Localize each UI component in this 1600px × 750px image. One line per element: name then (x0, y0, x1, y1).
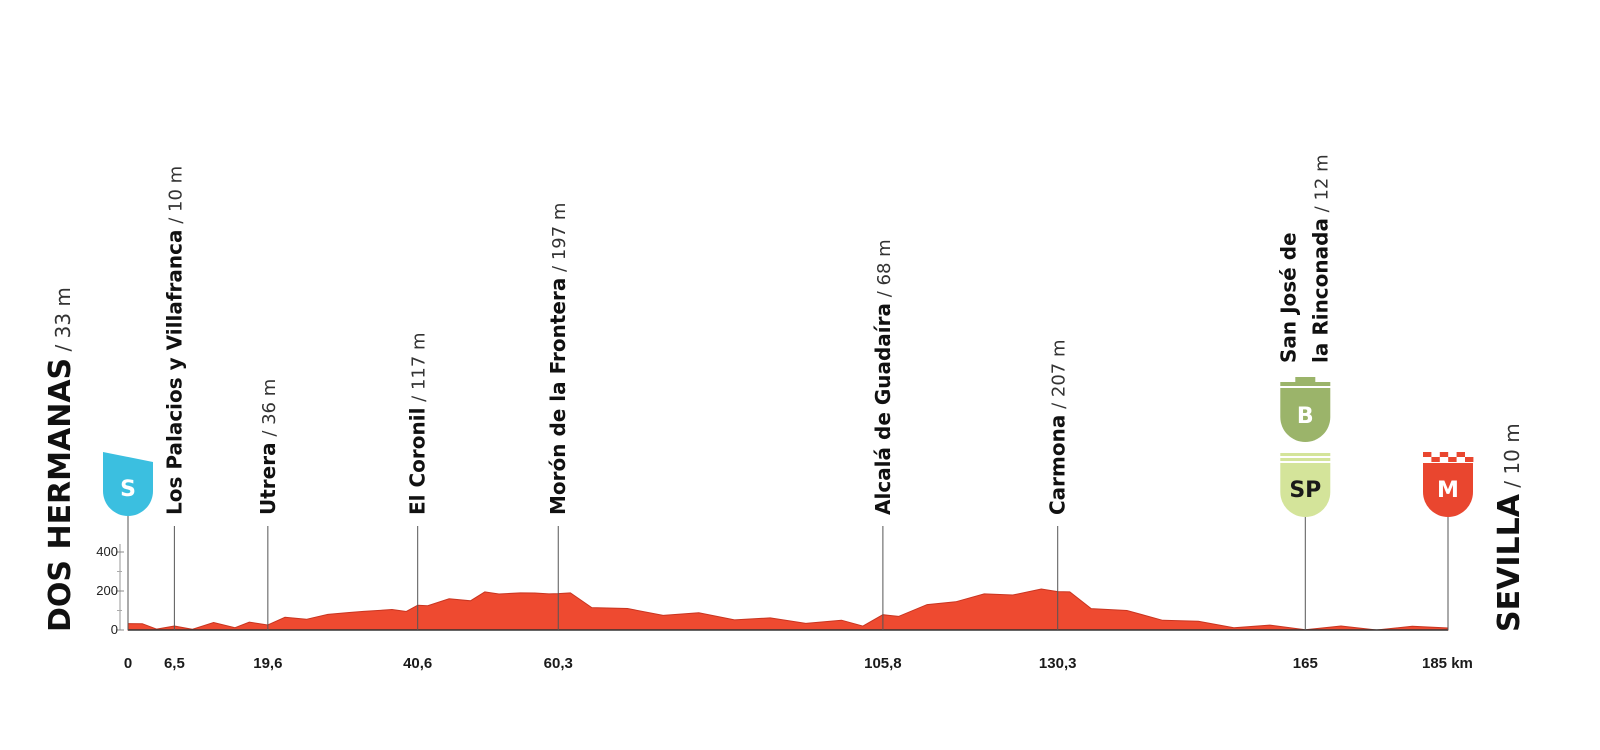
x-tick-label: 60,3 (544, 655, 573, 672)
start-marker-letter: S (120, 477, 136, 502)
x-tick-label: 0 (124, 655, 132, 672)
finish-marker-shield (1423, 463, 1473, 517)
start-town-label-name: DOS HERMANAS (43, 358, 78, 632)
waypoint-name: Utrera (256, 442, 280, 515)
waypoint-altitude: / 10 m (165, 166, 186, 230)
y-tick-label: 400 (96, 544, 118, 559)
waypoint-text: Utrera / 36 m (256, 379, 280, 515)
finish-marker-check (1456, 452, 1465, 457)
finish-town-label: SEVILLA / 10 m (1492, 423, 1527, 632)
waypoint-altitude: / 197 m (549, 203, 570, 278)
bonus-marker-cap (1280, 382, 1331, 386)
start-town-label: DOS HERMANAS / 33 m (43, 287, 78, 632)
finish-town-label-text: SEVILLA / 10 m (1492, 423, 1527, 632)
y-axis: 0 200 400 (96, 544, 124, 637)
waypoint-name: Los Palacios y Villafranca (162, 230, 186, 515)
start-marker-shield (103, 462, 153, 516)
waypoint-text: Alcalá de Guadaíra / 68 m (871, 239, 895, 515)
waypoint-altitude: / 68 m (874, 239, 895, 303)
waypoint-name: Alcalá de Guadaíra (871, 303, 895, 515)
waypoint-name: Morón de la Frontera (546, 278, 570, 515)
waypoint-label: San José de la Rinconada / 12 m (1276, 154, 1332, 363)
waypoint-label: El Coronil / 117 m (406, 332, 430, 515)
finish-marker-check (1448, 457, 1457, 462)
sprint-marker-stripe (1280, 458, 1331, 461)
bonus-marker-letter: B (1297, 404, 1314, 429)
y-tick-label: 200 (96, 583, 118, 598)
x-tick-label: 105,8 (864, 655, 902, 672)
waypoint-label: Utrera / 36 m (256, 379, 280, 515)
x-tick-label: 130,3 (1039, 655, 1077, 672)
waypoint-altitude: / 117 m (409, 332, 430, 407)
sprint-marker-shield (1280, 463, 1331, 517)
waypoint-name: El Coronil (406, 408, 430, 515)
waypoint-name: Carmona (1046, 415, 1070, 515)
waypoint-text: El Coronil / 117 m (406, 332, 430, 515)
bonus-marker-shield (1280, 388, 1331, 442)
x-tick-label: 19,6 (253, 655, 282, 672)
waypoint-text: Morón de la Frontera / 197 m (546, 203, 570, 515)
start-marker-flag (103, 452, 153, 462)
waypoint-altitude: / 207 m (1049, 340, 1070, 415)
bonus-marker-cap-top (1295, 377, 1316, 382)
y-tick-label: 0 (111, 622, 118, 637)
waypoint-label: Los Palacios y Villafranca / 10 m (162, 166, 186, 515)
sprint-marker-stripe (1280, 453, 1331, 456)
finish-town-label-altitude: / 10 m (1500, 423, 1524, 494)
finish-marker-check (1423, 452, 1432, 457)
start-town-label-text: DOS HERMANAS / 33 m (43, 287, 78, 632)
waypoint-label: Alcalá de Guadaíra / 68 m (871, 239, 895, 515)
sprint-marker-letter: SP (1289, 478, 1321, 503)
waypoint-label: Morón de la Frontera / 197 m (546, 203, 570, 515)
waypoint-altitude: / 12 m (1311, 154, 1332, 218)
waypoint-text: Carmona / 207 m (1046, 340, 1070, 515)
waypoints: Los Palacios y Villafranca / 10 m Utrera … (162, 154, 1332, 630)
x-tick-label: 165 (1293, 655, 1318, 672)
markers: S B SP M (103, 377, 1474, 630)
finish-marker-check (1431, 457, 1440, 462)
elevation-area (127, 588, 1449, 631)
elevation-profile-area (127, 588, 1449, 631)
finish-marker-check (1465, 457, 1474, 462)
finish-marker-check (1439, 452, 1449, 457)
waypoint-label: Carmona / 207 m (1046, 340, 1070, 515)
finish-marker-letter: M (1437, 478, 1459, 503)
x-axis: 0 6,5 19,6 40,6 60,3 105,8 130,3 165 185 km (124, 655, 1473, 672)
x-tick-label: 6,5 (164, 655, 185, 672)
waypoint-name: San José de (1276, 232, 1300, 363)
waypoint-name: la Rinconada (1308, 218, 1332, 363)
x-tick-label: 40,6 (403, 655, 432, 672)
endpoints: DOS HERMANAS / 33 m SEVILLA / 10 m (43, 287, 1527, 632)
waypoint-altitude: / 36 m (259, 379, 280, 443)
finish-town-label-name: SEVILLA (1492, 493, 1527, 632)
waypoint-text: Los Palacios y Villafranca / 10 m (162, 166, 186, 515)
x-tick-label: 185 km (1422, 655, 1473, 672)
waypoint-text: la Rinconada / 12 m (1308, 154, 1332, 363)
waypoint-text: San José de (1276, 232, 1300, 363)
start-town-label-altitude: / 33 m (51, 287, 75, 358)
